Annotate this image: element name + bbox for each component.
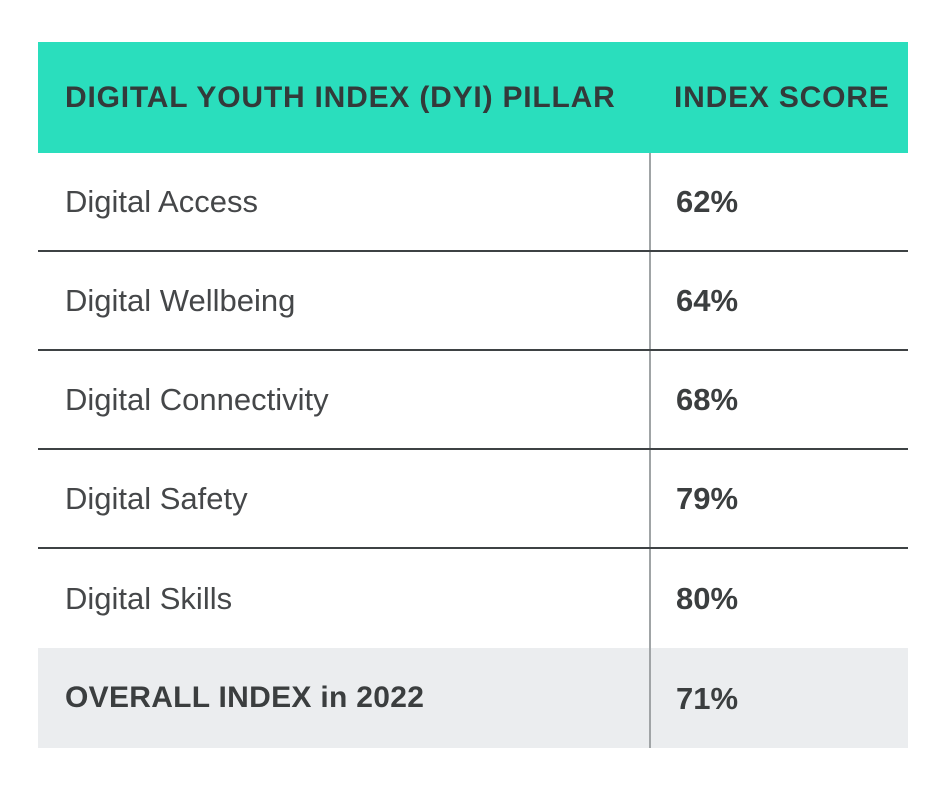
overall-score-value: 71% — [676, 680, 739, 716]
table-row-digital-safety: Digital Safety 79% — [38, 450, 908, 549]
cell-score: 79% — [649, 450, 908, 547]
table-header-row: DIGITAL YOUTH INDEX (DYI) PILLAR INDEX S… — [38, 42, 908, 153]
cell-score: 80% — [649, 549, 908, 648]
overall-index-label: OVERALL INDEX in 2022 — [65, 681, 425, 714]
score-value: 64% — [676, 283, 739, 318]
cell-score: 62% — [649, 153, 908, 250]
pillar-label: Digital Skills — [65, 581, 233, 616]
header-cell-pillar: DIGITAL YOUTH INDEX (DYI) PILLAR — [38, 42, 649, 153]
score-value: 62% — [676, 184, 739, 219]
header-cell-score: INDEX SCORE — [649, 42, 908, 153]
cell-pillar: Digital Skills — [38, 549, 649, 648]
table-row-digital-wellbeing: Digital Wellbeing 64% — [38, 252, 908, 351]
header-score-label: INDEX SCORE — [674, 80, 890, 114]
cell-score: 71% — [649, 648, 908, 748]
cell-pillar: Digital Connectivity — [38, 351, 649, 448]
pillar-label: Digital Wellbeing — [65, 283, 296, 318]
pillar-label: Digital Connectivity — [65, 382, 329, 417]
cell-score: 68% — [649, 351, 908, 448]
cell-pillar: Digital Safety — [38, 450, 649, 547]
dyi-index-table: DIGITAL YOUTH INDEX (DYI) PILLAR INDEX S… — [38, 42, 908, 748]
table-row-overall-index: OVERALL INDEX in 2022 71% — [38, 648, 908, 748]
score-value: 79% — [676, 481, 739, 516]
cell-pillar: Digital Wellbeing — [38, 252, 649, 349]
table-row-digital-access: Digital Access 62% — [38, 153, 908, 252]
header-pillar-label: DIGITAL YOUTH INDEX (DYI) PILLAR — [65, 80, 616, 114]
cell-pillar: Digital Access — [38, 153, 649, 250]
cell-score: 64% — [649, 252, 908, 349]
pillar-label: Digital Access — [65, 184, 258, 219]
score-value: 80% — [676, 581, 739, 616]
table-row-digital-skills: Digital Skills 80% — [38, 549, 908, 648]
cell-pillar: OVERALL INDEX in 2022 — [38, 648, 649, 748]
score-value: 68% — [676, 382, 739, 417]
table-row-digital-connectivity: Digital Connectivity 68% — [38, 351, 908, 450]
pillar-label: Digital Safety — [65, 481, 248, 516]
